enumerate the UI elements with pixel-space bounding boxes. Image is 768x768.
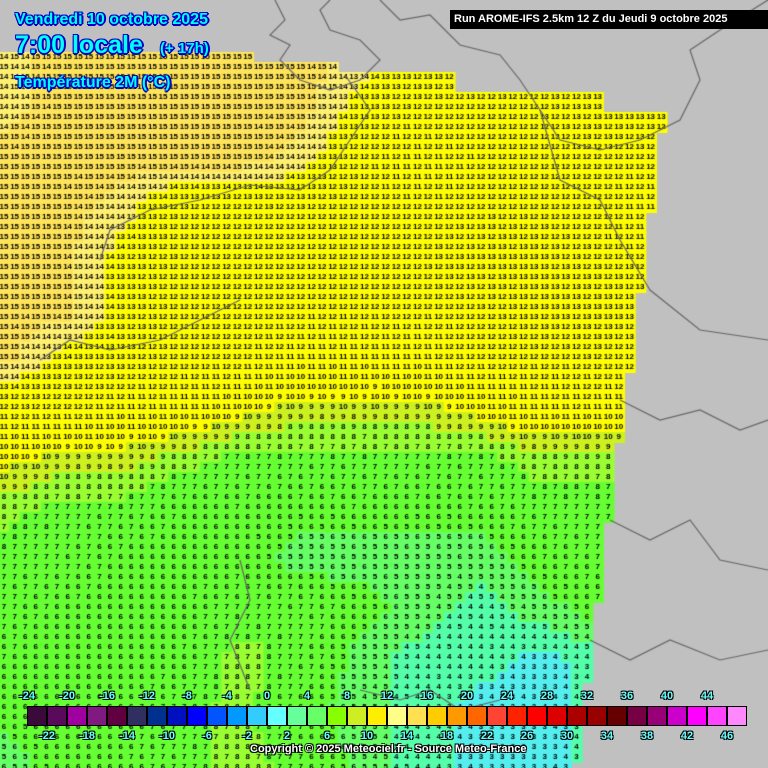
forecast-date: Vendredi 10 octobre 2025 [15, 11, 208, 28]
variable-title: Température 2M (°C) [15, 74, 171, 91]
forecast-time: 7:00 locale [15, 31, 143, 59]
copyright-notice: Copyright © 2025 Meteociel.fr - Source M… [250, 743, 527, 755]
forecast-lead-time: (+ 17h) [160, 40, 209, 57]
model-run-banner: Run AROME-IFS 2.5km 12 Z du Jeudi 9 octo… [450, 10, 768, 29]
